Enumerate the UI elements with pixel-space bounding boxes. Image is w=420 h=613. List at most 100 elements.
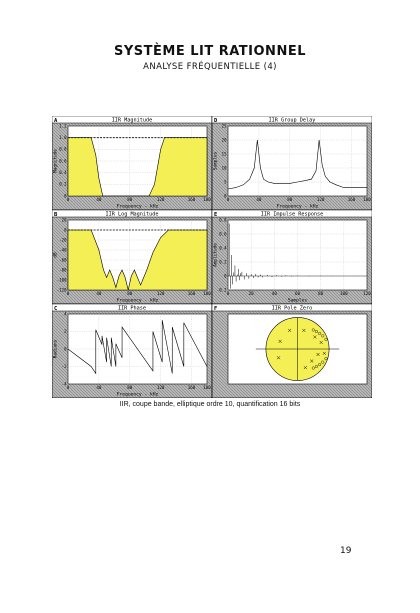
panel-letter: E (214, 212, 217, 218)
zero-marker (311, 366, 315, 370)
x-tick-label: 0 (227, 291, 230, 296)
y-tick-label: 0 (64, 346, 67, 351)
y-tick-label: 0.8 (219, 217, 227, 222)
panel-letter: A (54, 118, 58, 124)
y-tick-label: -80 (59, 267, 67, 272)
page-number: 19 (340, 546, 352, 556)
x-tick-label: 100 (340, 291, 348, 296)
y-axis-label: Amplitude (213, 243, 219, 267)
zero-marker (321, 360, 325, 364)
x-tick-label: 160 (188, 197, 196, 202)
y-axis-label: Magnitude (53, 149, 59, 173)
y-tick-label: 2 (64, 329, 67, 334)
pole-marker (303, 365, 308, 370)
panel-title-bar (211, 209, 372, 218)
y-tick-label: 5 (224, 179, 227, 184)
y-tick-label: -120 (57, 287, 67, 292)
y-tick-label: -40 (59, 247, 67, 252)
plot-area (227, 125, 368, 197)
pole-marker (322, 351, 327, 356)
x-tick-label: 40 (96, 385, 102, 390)
series-line (227, 139, 367, 190)
x-tick-label: 160 (188, 385, 196, 390)
pole-marker (313, 335, 317, 339)
zero-marker (324, 357, 328, 361)
figure-caption: IIR, coupe bande, elliptique ordre 10, q… (119, 401, 301, 408)
y-axis-label: Radians (53, 339, 59, 358)
panel-title: IIR Pole Zero (272, 306, 313, 312)
y-tick-label: 1.2 (59, 123, 67, 128)
x-tick-label: 120 (317, 197, 325, 202)
x-tick-label: 0 (67, 291, 70, 296)
plot-area (227, 219, 368, 291)
x-tick-label: 160 (348, 197, 356, 202)
x-axis-label: Frequency - kHz (277, 204, 319, 210)
x-tick-label: 0 (67, 197, 70, 202)
panel-title: IIR Group Delay (269, 118, 316, 124)
panel-title: IIR Phase (118, 306, 146, 312)
series-area (67, 229, 208, 291)
y-tick-label: -100 (57, 277, 67, 282)
x-tick-label: 80 (127, 291, 133, 296)
panel-E: E IIR Impulse Response 0 20 40 60 80 100 120 -0.2… (211, 209, 372, 305)
panel-B: B IIR Log Magnitude 0 40 80 120 160 180 -120 -100… (52, 209, 213, 305)
zero-marker (324, 337, 328, 341)
x-tick-label: 60 (295, 291, 301, 296)
x-axis-label: Frequency - kHz (117, 204, 159, 210)
y-tick-label: 0.8 (59, 147, 67, 152)
x-tick-label: 180 (203, 291, 211, 296)
figure-grid: A IIR Magnitude 0 40 80 120 160 180 0 0.2 0.4 0.6 0.… (52, 116, 372, 398)
y-axis-label: Samples (213, 151, 219, 170)
panel-title-bar (211, 116, 372, 124)
panel-C: C IIR Phase 0 40 80 120 160 180 -4 -2 0 2 4 Frequency… (52, 303, 213, 398)
pole-marker (302, 328, 306, 333)
page-title: SYSTÈME LIT RATIONNEL (114, 44, 306, 59)
y-tick-label: 0 (64, 193, 67, 198)
panel-D: D IIR Group Delay 0 40 80 120 160 180 0 5 10 15 20 25… (211, 116, 372, 211)
series-line (67, 320, 208, 375)
zero-marker (318, 363, 322, 367)
x-tick-label: 40 (96, 291, 102, 296)
y-tick-label: 20 (62, 217, 67, 222)
x-tick-label: 180 (203, 385, 211, 390)
x-tick-label: 0 (227, 197, 230, 202)
x-axis-label: Samples (288, 298, 308, 304)
y-tick-label: -4 (62, 381, 67, 386)
zero-marker (321, 334, 325, 338)
y-axis-label: dB (53, 252, 59, 258)
panel-letter: C (54, 306, 57, 312)
y-tick-label: 10 (222, 165, 227, 170)
y-tick-label: -20 (59, 237, 67, 242)
y-tick-label: -2 (62, 364, 67, 369)
x-tick-label: 120 (363, 291, 371, 296)
pole-marker (278, 339, 282, 344)
y-tick-label: -0.2 (217, 287, 227, 292)
pole-marker (287, 328, 292, 333)
x-axis-label: Frequency - kHz (117, 298, 159, 304)
y-tick-label: 25 (222, 123, 227, 128)
y-tick-label: 0 (224, 193, 227, 198)
panel-letter: D (214, 118, 218, 124)
panel-letter: B (54, 212, 58, 218)
y-tick-label: -60 (59, 257, 67, 262)
x-tick-label: 80 (127, 197, 133, 202)
y-tick-label: 0.2 (219, 259, 227, 264)
x-tick-label: 120 (157, 385, 165, 390)
x-tick-label: 120 (157, 291, 165, 296)
panel-title: IIR Log Magnitude (105, 212, 158, 218)
y-tick-label: 0.6 (219, 231, 227, 236)
x-tick-label: 180 (363, 197, 371, 202)
zero-marker (318, 331, 322, 335)
y-tick-label: 0 (224, 273, 227, 278)
x-tick-label: 180 (203, 197, 211, 202)
panel-title: IIR Magnitude (112, 118, 153, 124)
y-tick-label: 0 (64, 227, 67, 232)
y-tick-label: 0.6 (59, 158, 67, 163)
zero-marker (311, 328, 315, 332)
y-tick-label: 15 (222, 151, 227, 156)
x-tick-label: 160 (188, 291, 196, 296)
x-tick-label: 20 (249, 291, 255, 296)
y-tick-label: 0.4 (219, 245, 227, 250)
y-tick-label: 1.0 (59, 135, 67, 140)
panel-A: A IIR Magnitude 0 40 80 120 160 180 0 0.2 0.4 0.6 0.… (52, 116, 213, 211)
